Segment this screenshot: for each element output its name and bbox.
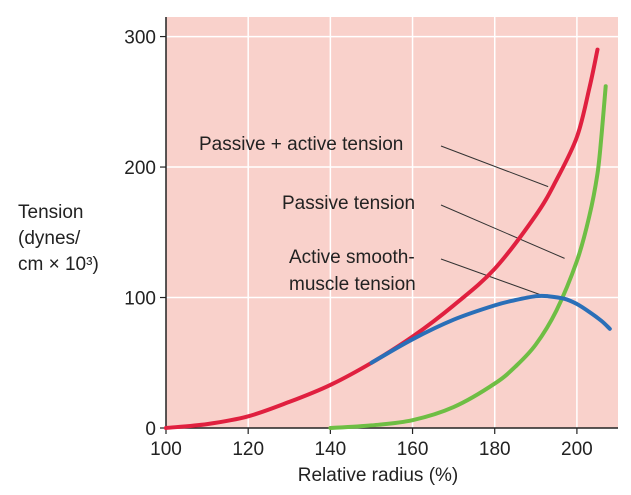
annotation-passive-active-leader xyxy=(440,145,549,188)
annotation-active-leader xyxy=(440,258,549,298)
x-tick-label: 180 xyxy=(479,439,511,460)
y-tick-label: 200 xyxy=(124,158,156,179)
y-tick-label: 0 xyxy=(145,419,156,440)
series-passive-line xyxy=(328,84,608,430)
annotations: Passive + active tension Passive tension A… xyxy=(199,134,416,295)
annotation-passive-leader xyxy=(440,204,565,259)
y-axis-label: Tension (dynes/ cm × 10³) xyxy=(18,200,99,278)
x-tick-label: 200 xyxy=(561,439,593,460)
annotation-active-text: Active smooth- xyxy=(289,247,415,268)
annotation-leader-lines xyxy=(440,145,565,298)
series-passive-active-line xyxy=(164,47,600,430)
x-axis-label: Relative radius (%) xyxy=(298,465,459,486)
y-tick-label: 300 xyxy=(124,28,156,49)
y-axis-label-line: cm × 10³) xyxy=(18,254,99,275)
series-lines xyxy=(164,47,612,430)
annotation-passive-active-text: Passive + active tension xyxy=(199,134,403,155)
x-tick-label: 160 xyxy=(397,439,429,460)
y-ticks: 0 100 200 300 xyxy=(124,28,166,440)
x-tick-label: 140 xyxy=(315,439,347,460)
y-axis-label-line: (dynes/ xyxy=(18,228,81,249)
x-ticks: 100 120 140 160 180 200 xyxy=(150,428,593,460)
y-axis-label-line: Tension xyxy=(18,202,84,223)
y-tick-label: 100 xyxy=(124,289,156,310)
annotation-active-text: muscle tension xyxy=(289,274,416,295)
x-tick-label: 100 xyxy=(150,439,182,460)
x-tick-label: 120 xyxy=(232,439,264,460)
annotation-passive-text: Passive tension xyxy=(282,193,415,214)
axes xyxy=(165,17,618,429)
plot-background xyxy=(166,17,618,428)
series-active-line xyxy=(369,293,612,365)
